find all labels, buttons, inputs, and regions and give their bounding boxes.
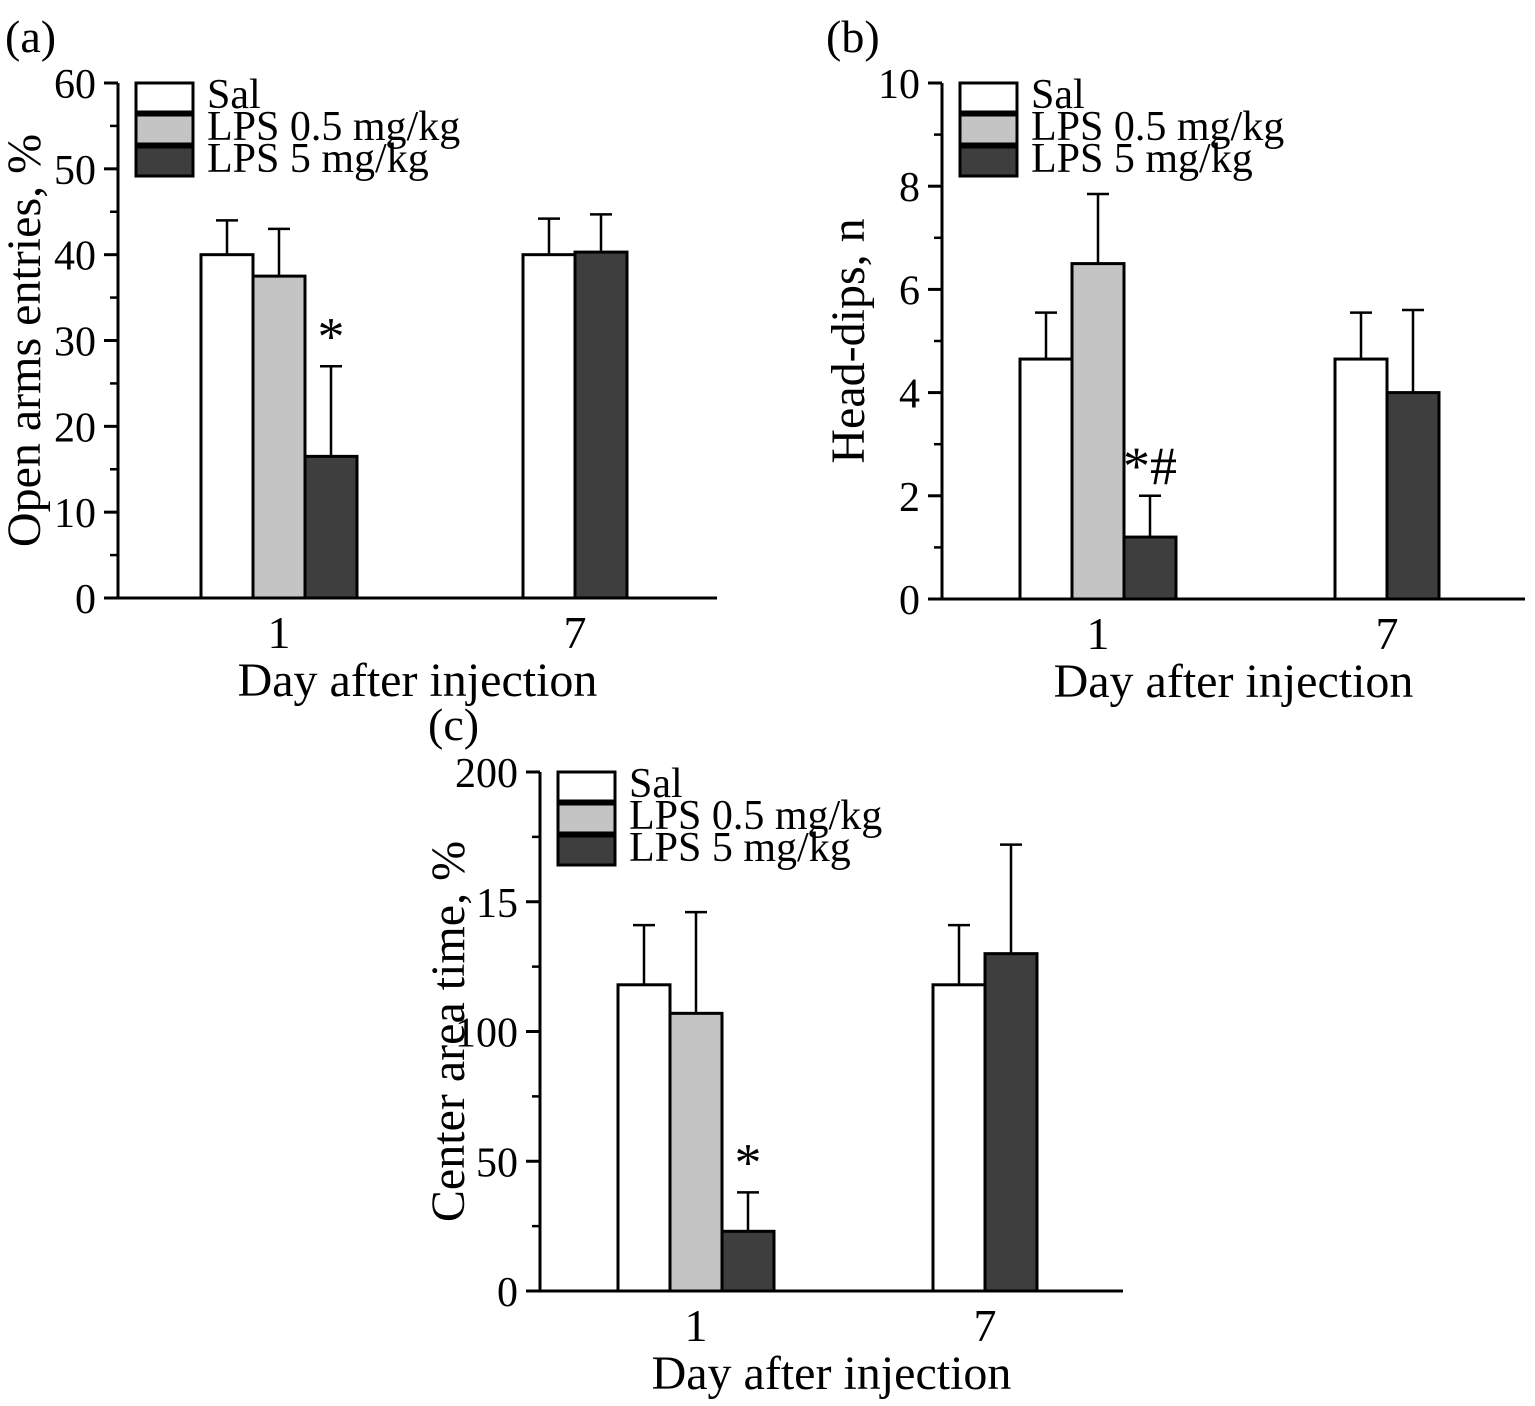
y-tick-label: 10	[54, 491, 96, 537]
bar-lps-0-5-mg-kg-day1	[251, 274, 307, 600]
legend-swatch-lps-0-5-mg-kg	[958, 113, 1019, 146]
legend-swatch-lps-5-mg-kg	[958, 145, 1019, 178]
bar-lps-5-mg-kg-day1	[303, 454, 359, 600]
legend-swatch-sal	[958, 81, 1019, 114]
legend-label-lps-5-mg-kg: LPS 5 mg/kg	[629, 825, 851, 871]
legend-label-lps-0-5-mg-kg: LPS 0.5 mg/kg	[1031, 104, 1284, 150]
y-tick-label: 8	[899, 165, 920, 211]
y-tick-label: 2	[899, 475, 920, 521]
legend-swatch-lps-0-5-mg-kg	[556, 802, 617, 835]
x-axis-title: Day after injection	[652, 1347, 1012, 1400]
y-tick-label: 30	[54, 320, 96, 366]
panel-label-a: (a)	[5, 11, 57, 62]
legend-swatch-sal	[556, 770, 617, 803]
y-tick-label: 0	[75, 577, 96, 623]
group-label-day1: 1	[268, 607, 291, 658]
bar-sal-day7	[1333, 357, 1389, 601]
legend-label-sal: Sal	[207, 72, 261, 118]
bar-lps-5-mg-kg-day7	[1385, 391, 1441, 601]
bar-sal-day1	[199, 253, 255, 600]
bar-lps-0-5-mg-kg-day1	[1070, 262, 1126, 601]
legend-swatch-sal	[134, 81, 195, 114]
y-tick-label: 0	[497, 1270, 518, 1316]
legend-swatch-lps-5-mg-kg	[134, 145, 195, 178]
x-axis-title: Day after injection	[1054, 655, 1414, 708]
legend-label-sal: Sal	[629, 761, 683, 807]
y-tick-label: 4	[899, 372, 920, 418]
legend-label-lps-5-mg-kg: LPS 5 mg/kg	[1031, 136, 1253, 182]
bar-sal-day1	[1018, 357, 1074, 601]
panel-label-c: (c)	[428, 699, 480, 750]
bar-lps-0-5-mg-kg-day1	[668, 1011, 724, 1293]
y-tick-label: 50	[476, 1140, 518, 1186]
group-label-day1: 1	[1087, 608, 1110, 659]
y-tick-label: 200	[455, 751, 518, 797]
y-axis-title: Center area time, %	[422, 841, 475, 1222]
group-label-day1: 1	[685, 1300, 708, 1351]
legend-swatch-lps-5-mg-kg	[556, 834, 617, 867]
y-tick-label: 40	[54, 234, 96, 280]
legend-label-lps-0-5-mg-kg: LPS 0.5 mg/kg	[207, 104, 460, 150]
legend-label-sal: Sal	[1031, 72, 1085, 118]
x-axis-title: Day after injection	[238, 654, 598, 707]
group-label-day7: 7	[1376, 608, 1399, 659]
panel-label-b: (b)	[826, 11, 880, 62]
significance-annotation: *#	[1123, 436, 1177, 496]
bar-lps-5-mg-kg-day7	[573, 250, 629, 600]
y-tick-label: 15	[476, 881, 518, 927]
y-axis-title: Head-dips, n	[822, 218, 875, 463]
bar-lps-5-mg-kg-day1	[1122, 535, 1178, 601]
y-tick-label: 20	[54, 405, 96, 451]
y-tick-label: 50	[54, 148, 96, 194]
y-tick-label: 100	[455, 1011, 518, 1057]
bar-lps-5-mg-kg-day1	[720, 1229, 776, 1293]
y-tick-label: 10	[878, 62, 920, 108]
y-tick-label: 6	[899, 268, 920, 314]
significance-annotation: *	[318, 306, 345, 366]
legend-label-lps-0-5-mg-kg: LPS 0.5 mg/kg	[629, 793, 882, 839]
y-tick-label: 60	[54, 62, 96, 108]
bar-sal-day7	[931, 983, 987, 1293]
group-label-day7: 7	[974, 1300, 997, 1351]
legend-swatch-lps-0-5-mg-kg	[134, 113, 195, 146]
group-label-day7: 7	[564, 607, 587, 658]
y-tick-label: 0	[899, 578, 920, 624]
bar-lps-5-mg-kg-day7	[983, 952, 1039, 1293]
bar-sal-day1	[616, 983, 672, 1293]
bar-sal-day7	[521, 253, 577, 600]
legend-label-lps-5-mg-kg: LPS 5 mg/kg	[207, 136, 429, 182]
y-axis-title: Open arms entries, %	[0, 134, 51, 547]
significance-annotation: *	[735, 1132, 762, 1192]
